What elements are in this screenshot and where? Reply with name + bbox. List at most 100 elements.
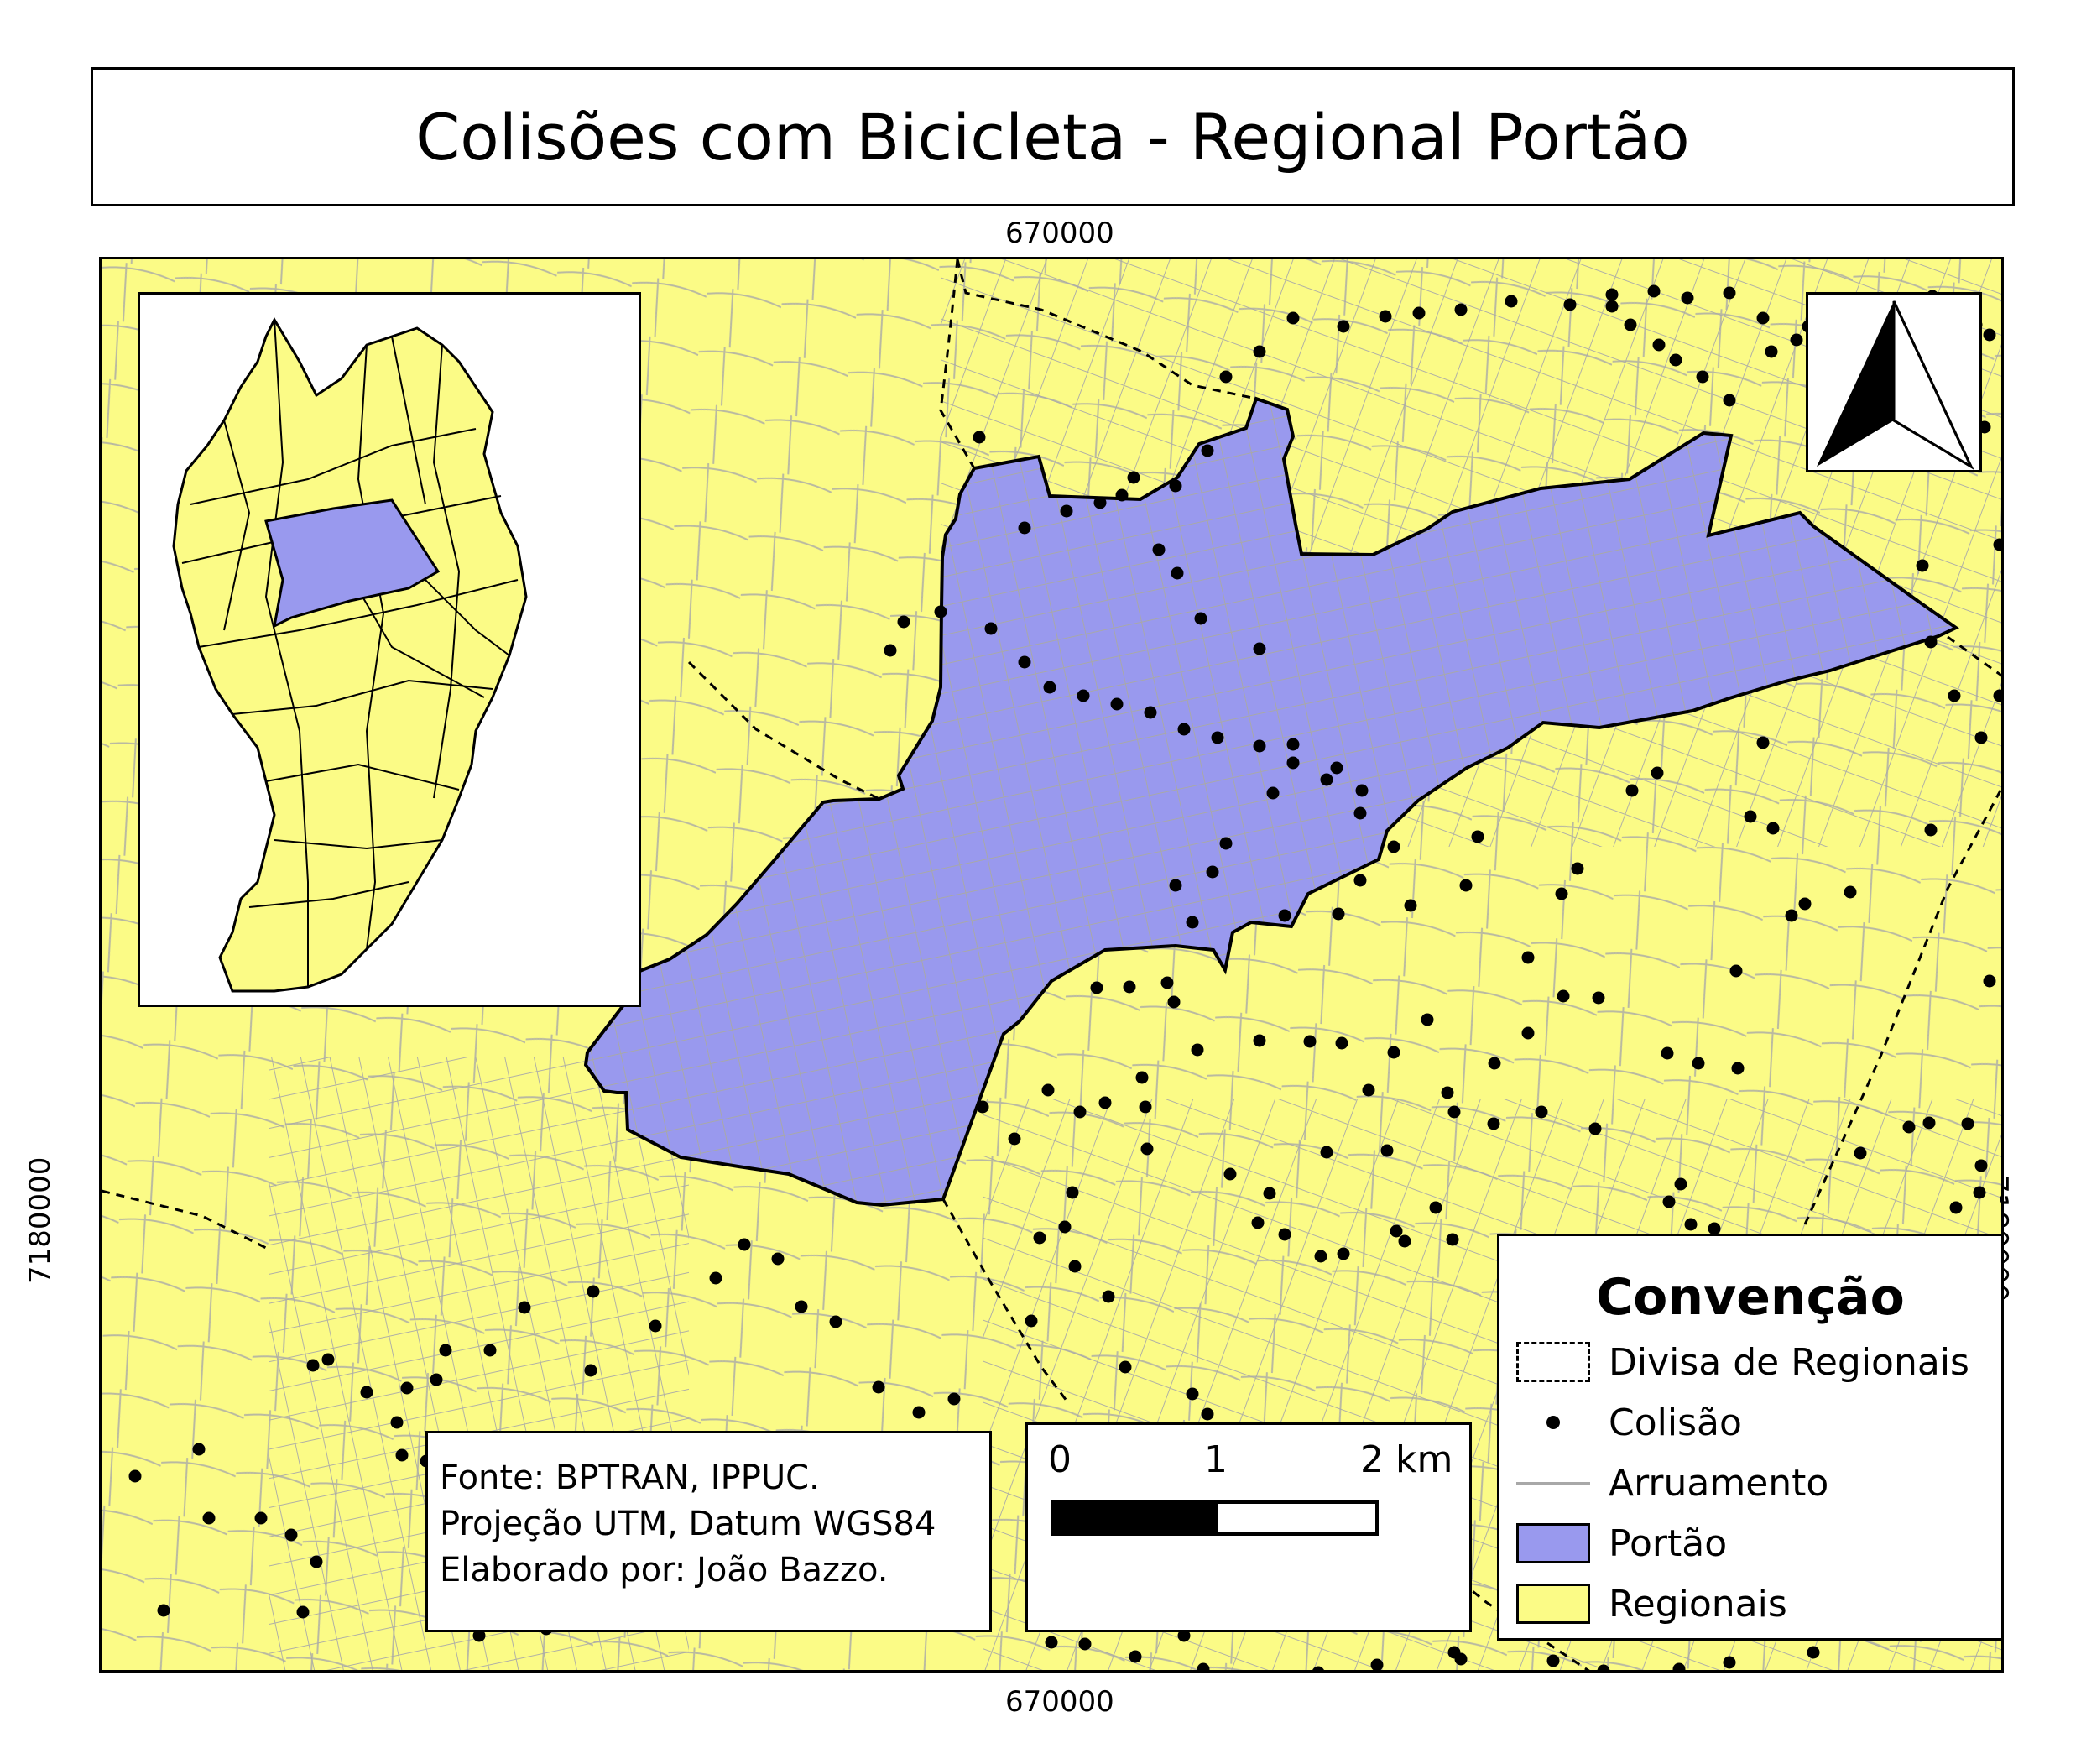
collision-point [1446,1233,1459,1246]
collision-point [1353,806,1367,820]
scale-label-2: 2 km [1360,1438,1453,1481]
collision-point [1314,1250,1327,1263]
collision-point [1177,1629,1191,1642]
collision-point [1119,1360,1132,1374]
collision-point [1380,1144,1394,1157]
collision-point [1592,991,1605,1005]
collision-point [1744,810,1757,823]
collision-point [1974,1159,1988,1172]
collision-point [1597,1664,1610,1670]
collision-point [1696,370,1709,384]
collision-point [1924,823,1938,837]
collision-point [1144,706,1157,719]
collision-point [1286,311,1300,325]
collision-point [1201,444,1214,457]
collision-point [1253,345,1266,358]
legend-label-divisa: Divisa de Regionais [1609,1340,1969,1384]
legend-label-colisao: Colisão [1609,1401,1742,1444]
collision-point [1398,1234,1411,1248]
collision-point [1404,899,1417,912]
collision-point [1454,1652,1468,1666]
collision-point [1251,1216,1265,1229]
collision-point [1186,916,1199,929]
source-box: Fonte: BPTRAN, IPPUC. Projeção UTM, Datu… [425,1431,992,1632]
collision-point [1090,981,1103,994]
collision-point [321,1353,335,1366]
collision-point [390,1416,404,1429]
collision-point [872,1380,885,1394]
collision-point [1948,689,1961,702]
collision-point [884,644,897,657]
collision-point [1278,909,1291,922]
north-arrow-icon [1817,300,1974,470]
collision-point [1546,1654,1560,1667]
collision-point [1077,689,1090,702]
collision-point [1605,300,1619,313]
dashed-border-icon [1516,1342,1590,1382]
collision-point [1625,784,1639,797]
collision-point [1390,1224,1403,1238]
collision-point [738,1238,751,1251]
collision-point [1201,1407,1214,1421]
collision-point [1337,320,1350,333]
regional-boundary [687,660,880,801]
collision-point [1429,1201,1442,1214]
collision-point [1206,865,1219,879]
collision-point [947,1392,961,1406]
collision-point [1127,471,1140,484]
collision-point [1563,298,1577,311]
collision-point [1723,286,1736,300]
map-title: Colisões com Bicicleta - Regional Portão [415,99,1690,175]
collision-point [1266,786,1280,800]
collision-point [1018,521,1031,535]
collision-point [1043,681,1056,694]
collision-point [1278,1228,1291,1241]
collision-point [1194,612,1207,625]
collision-point [1729,964,1743,978]
legend: Convenção Divisa de Regionais Colisão Ar… [1497,1234,2004,1641]
collision-point [284,1528,298,1542]
collision-point [1025,1314,1038,1328]
collision-point [1731,1062,1745,1075]
collision-point [1186,1387,1199,1401]
collision-point [1785,909,1798,922]
collision-point [1160,976,1174,989]
collision-point [1487,1117,1500,1130]
coord-top-x: 670000 [1005,217,1114,250]
collision-point [1008,1132,1021,1146]
locator-inset-map [138,292,641,1007]
collision-point [1521,1026,1535,1040]
collision-point [1286,756,1300,770]
collision-point [1652,338,1666,352]
collision-point [430,1373,443,1386]
coord-bottom-x: 670000 [1005,1685,1114,1719]
collision-point [1139,1100,1152,1114]
collision-point [1974,731,1988,744]
collision-point [1723,1656,1736,1669]
collision-point [1993,538,2001,551]
coord-left-y: 7180000 [23,1156,57,1284]
collision-point [1973,1186,1986,1199]
collision-point [1286,738,1300,751]
collision-point [1073,1105,1087,1119]
collision-point [310,1555,323,1568]
collision-point [1412,306,1426,320]
collision-point [1454,303,1468,316]
collision-point [1253,642,1266,655]
collision-point [1505,295,1518,308]
collision-point [518,1301,531,1314]
collision-point [1362,1083,1375,1097]
collision-point [254,1511,268,1525]
collision-point [1102,1290,1115,1303]
collision-point [1798,897,1812,911]
collision-point [2000,1195,2001,1203]
collision-point [1263,1187,1276,1200]
collision-point [1647,284,1661,298]
collision-point [1557,989,1570,1003]
collision-point [1353,874,1367,887]
collision-point [1756,736,1770,749]
collision-point [1177,723,1191,736]
collision-point [1588,1122,1602,1135]
regional-boundary [939,259,976,469]
collision-point [1961,1117,1974,1130]
